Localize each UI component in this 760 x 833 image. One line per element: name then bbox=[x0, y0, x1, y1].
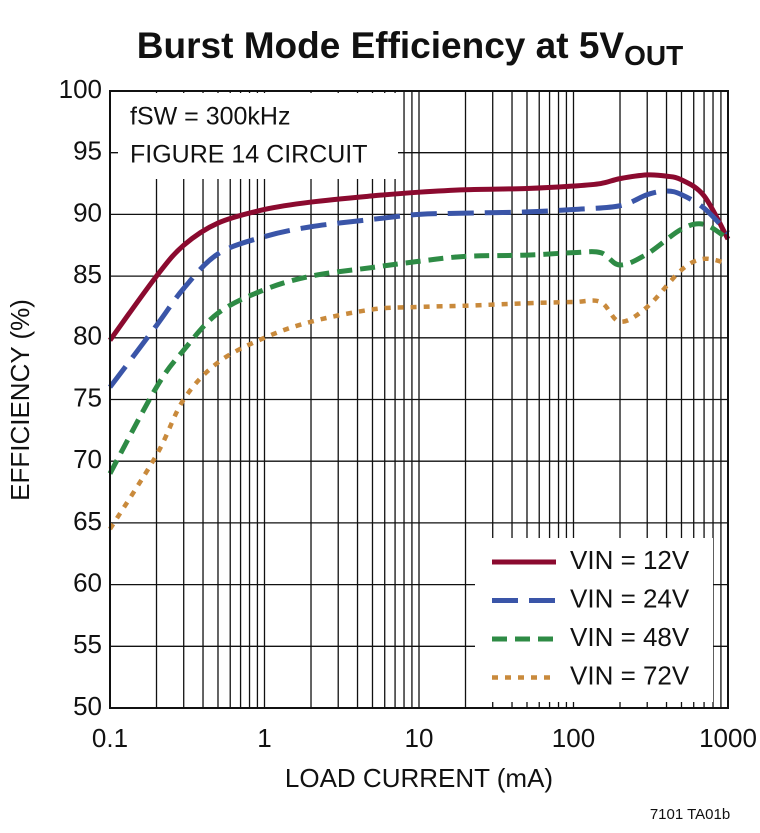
lines bbox=[107, 172, 731, 531]
y-tick-label: 60 bbox=[73, 567, 102, 597]
legend-label: VIN = 12V bbox=[570, 545, 690, 575]
y-axis-label: EFFICIENCY (%) bbox=[5, 299, 35, 501]
y-tick-label: 80 bbox=[73, 321, 102, 351]
annotation: fSW = 300kHz bbox=[130, 103, 290, 131]
legend: VIN = 12V VIN = 24V VIN = 48V VIN = 72V bbox=[492, 545, 690, 690]
chart-title: Burst Mode Efficiency at 5VOUT bbox=[137, 25, 683, 72]
x-tick-label: 1 bbox=[257, 723, 271, 753]
y-tick-label: 55 bbox=[73, 629, 102, 659]
y-tick-label: 90 bbox=[73, 197, 102, 227]
y-tick-label: 95 bbox=[73, 136, 102, 166]
y-tick-label: 65 bbox=[73, 506, 102, 536]
y-tick-label: 75 bbox=[73, 382, 102, 412]
series-line bbox=[107, 172, 731, 342]
x-axis-label: LOAD CURRENT (mA) bbox=[285, 763, 553, 793]
series-line bbox=[107, 221, 730, 475]
legend-label: VIN = 72V bbox=[570, 660, 690, 690]
title-main: Burst Mode Efficiency at 5V bbox=[137, 25, 625, 66]
annotation: FIGURE 14 CIRCUIT bbox=[130, 141, 368, 169]
x-tick-label: 10 bbox=[405, 723, 434, 753]
plot-frame bbox=[109, 90, 729, 709]
y-tick-label: 70 bbox=[73, 444, 102, 474]
series-line bbox=[108, 256, 729, 531]
y-tick-label: 100 bbox=[59, 74, 102, 104]
footnote: 7101 TA01b bbox=[650, 806, 730, 823]
x-tick-label: 100 bbox=[552, 723, 595, 753]
y-tick-label: 50 bbox=[73, 691, 102, 721]
x-tick-label: 0.1 bbox=[92, 723, 128, 753]
legend-box bbox=[475, 538, 713, 702]
legend-label: VIN = 48V bbox=[570, 622, 690, 652]
y-tick-label: 85 bbox=[73, 259, 102, 289]
legend-label: VIN = 24V bbox=[570, 583, 690, 613]
annotation-box bbox=[118, 93, 398, 179]
x-tick-label: 1000 bbox=[699, 723, 757, 753]
series-line bbox=[108, 188, 730, 389]
title-subscript: OUT bbox=[624, 40, 683, 71]
